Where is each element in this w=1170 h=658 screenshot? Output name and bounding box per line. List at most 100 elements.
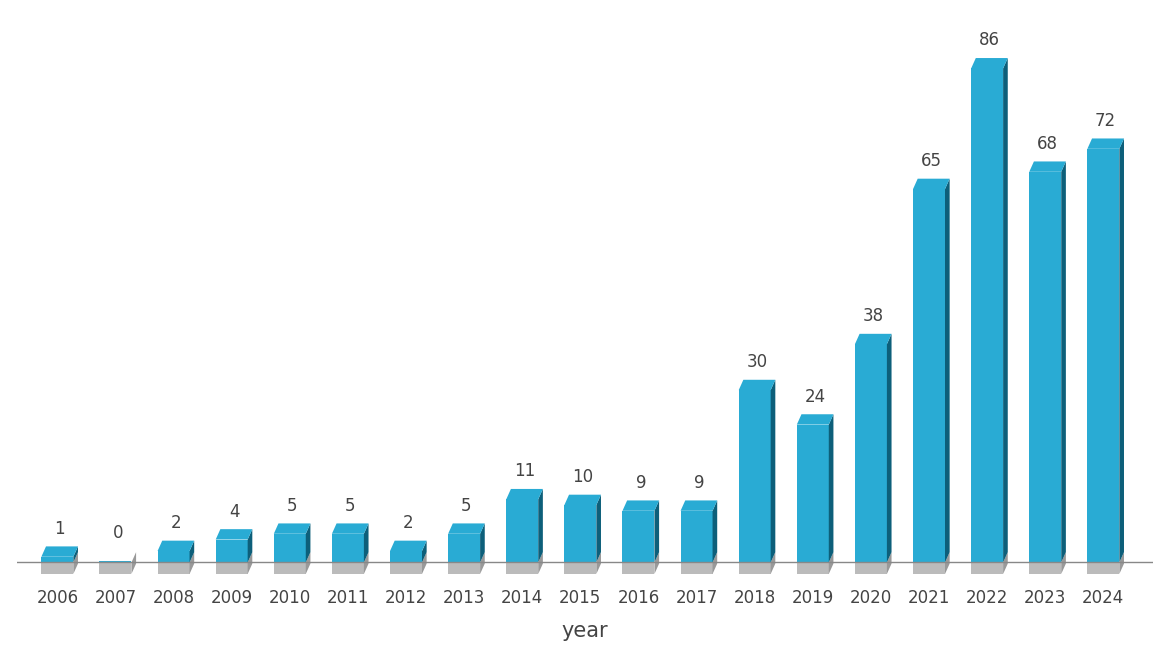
Polygon shape — [99, 561, 131, 563]
Polygon shape — [738, 390, 771, 563]
Polygon shape — [1087, 138, 1124, 149]
Polygon shape — [564, 495, 601, 505]
Polygon shape — [738, 380, 776, 390]
Polygon shape — [448, 563, 480, 574]
Polygon shape — [274, 523, 310, 534]
Polygon shape — [1003, 58, 1007, 563]
Polygon shape — [654, 552, 659, 574]
Polygon shape — [855, 563, 887, 574]
Polygon shape — [364, 552, 369, 574]
Polygon shape — [971, 58, 1007, 68]
Polygon shape — [538, 552, 543, 574]
Text: 72: 72 — [1095, 112, 1116, 130]
Polygon shape — [332, 563, 364, 574]
Polygon shape — [564, 505, 597, 563]
Text: 86: 86 — [979, 32, 1000, 49]
Polygon shape — [1061, 552, 1066, 574]
Polygon shape — [771, 552, 776, 574]
Polygon shape — [507, 563, 538, 574]
Text: 5: 5 — [461, 497, 472, 515]
Polygon shape — [41, 563, 74, 574]
Polygon shape — [828, 552, 833, 574]
Polygon shape — [74, 552, 78, 574]
Polygon shape — [305, 552, 310, 574]
Polygon shape — [622, 501, 659, 511]
Polygon shape — [332, 523, 369, 534]
Polygon shape — [597, 552, 601, 574]
Text: 11: 11 — [514, 463, 535, 480]
Polygon shape — [448, 523, 484, 534]
Text: 9: 9 — [635, 474, 646, 492]
Polygon shape — [913, 179, 950, 189]
Polygon shape — [390, 551, 422, 563]
Polygon shape — [971, 563, 1003, 574]
Polygon shape — [945, 179, 950, 563]
Polygon shape — [538, 489, 543, 563]
Polygon shape — [41, 546, 78, 557]
Polygon shape — [771, 380, 776, 563]
Polygon shape — [1030, 563, 1061, 574]
Polygon shape — [215, 540, 248, 563]
Polygon shape — [654, 501, 659, 563]
Polygon shape — [797, 415, 833, 424]
Text: 38: 38 — [862, 307, 883, 325]
Polygon shape — [74, 546, 78, 563]
Polygon shape — [390, 563, 422, 574]
Text: 0: 0 — [112, 524, 123, 542]
Polygon shape — [422, 552, 427, 574]
Polygon shape — [1087, 149, 1120, 563]
Text: 30: 30 — [746, 353, 768, 371]
Polygon shape — [913, 189, 945, 563]
Polygon shape — [248, 529, 253, 563]
Polygon shape — [274, 534, 305, 563]
Polygon shape — [681, 501, 717, 511]
Polygon shape — [1087, 563, 1120, 574]
Text: 5: 5 — [345, 497, 356, 515]
Polygon shape — [887, 334, 892, 563]
Polygon shape — [797, 563, 828, 574]
Polygon shape — [681, 563, 713, 574]
Polygon shape — [248, 552, 253, 574]
Polygon shape — [274, 563, 305, 574]
Polygon shape — [1061, 161, 1066, 563]
Polygon shape — [507, 499, 538, 563]
Polygon shape — [945, 552, 950, 574]
Polygon shape — [131, 552, 136, 574]
Polygon shape — [564, 563, 597, 574]
Text: 65: 65 — [921, 152, 942, 170]
Text: 9: 9 — [694, 474, 704, 492]
Polygon shape — [190, 552, 194, 574]
X-axis label: year: year — [562, 621, 608, 642]
Polygon shape — [305, 523, 310, 563]
Polygon shape — [622, 511, 654, 563]
Polygon shape — [887, 552, 892, 574]
Text: 4: 4 — [229, 503, 239, 520]
Text: 24: 24 — [805, 388, 826, 405]
Polygon shape — [332, 534, 364, 563]
Polygon shape — [190, 541, 194, 563]
Polygon shape — [855, 344, 887, 563]
Text: 1: 1 — [54, 520, 66, 538]
Polygon shape — [364, 523, 369, 563]
Text: 68: 68 — [1037, 135, 1058, 153]
Polygon shape — [41, 557, 74, 563]
Polygon shape — [215, 529, 253, 540]
Polygon shape — [1030, 172, 1061, 563]
Text: 2: 2 — [171, 514, 181, 532]
Polygon shape — [215, 563, 248, 574]
Polygon shape — [855, 334, 892, 344]
Polygon shape — [622, 563, 654, 574]
Polygon shape — [828, 415, 833, 563]
Polygon shape — [390, 541, 427, 551]
Polygon shape — [158, 563, 190, 574]
Polygon shape — [797, 424, 828, 563]
Polygon shape — [1120, 138, 1124, 563]
Polygon shape — [480, 552, 484, 574]
Text: 2: 2 — [402, 514, 414, 532]
Polygon shape — [738, 563, 771, 574]
Polygon shape — [713, 552, 717, 574]
Polygon shape — [913, 563, 945, 574]
Polygon shape — [158, 551, 190, 563]
Polygon shape — [1120, 552, 1124, 574]
Polygon shape — [1003, 552, 1007, 574]
